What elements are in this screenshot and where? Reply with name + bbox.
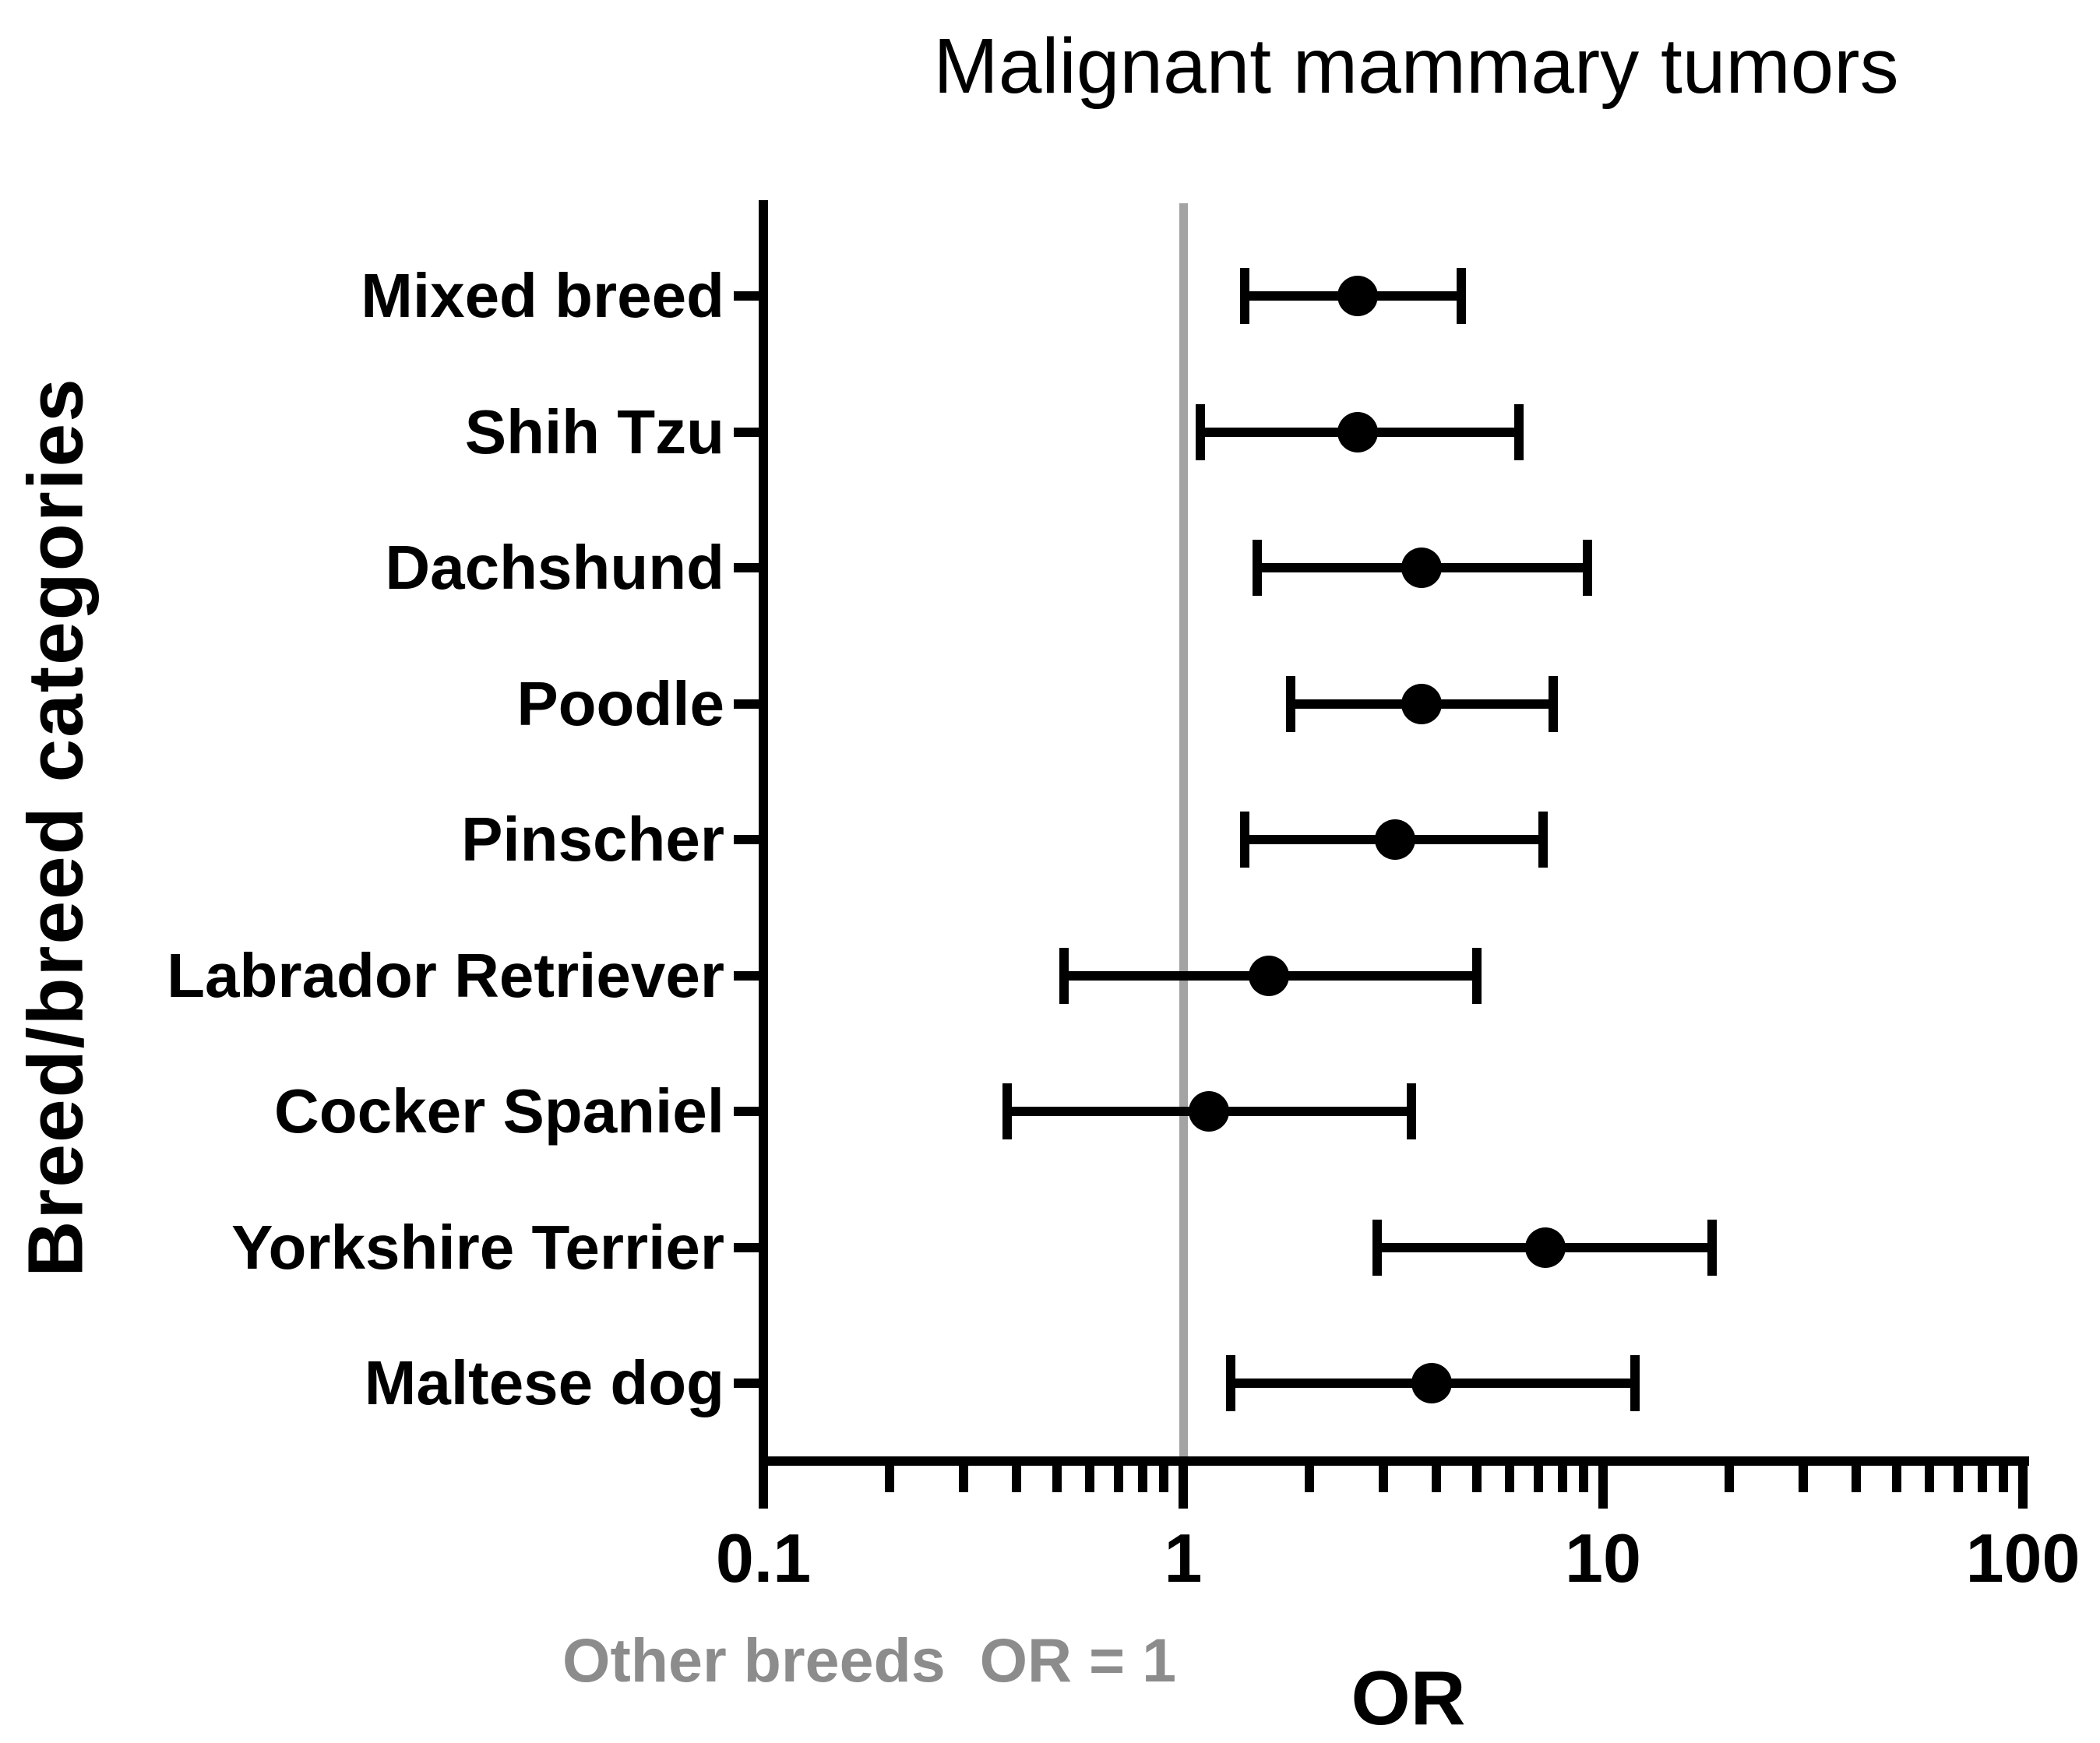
x-minor-tick: [1557, 1466, 1567, 1492]
ci-cap-high: [1630, 1355, 1640, 1411]
ci-cap-high: [1583, 540, 1593, 596]
category-label: Labrador Retriever: [167, 940, 724, 1010]
reference-note: Other breeds OR = 1: [562, 1625, 1177, 1695]
x-minor-tick: [959, 1466, 969, 1492]
ci-cap-high: [1457, 268, 1467, 324]
x-minor-tick: [1011, 1466, 1021, 1492]
x-minor-tick: [1579, 1466, 1589, 1492]
category-label: Maltese dog: [364, 1348, 724, 1417]
x-minor-tick: [885, 1466, 895, 1492]
data-point-marker: [1337, 411, 1378, 452]
data-point-marker: [1401, 548, 1443, 588]
x-minor-tick: [1113, 1466, 1123, 1492]
category-label: Shih Tzu: [464, 396, 724, 467]
y-axis-row-tick: [734, 291, 764, 301]
y-axis-row-tick: [734, 427, 764, 437]
ci-cap-high: [1513, 403, 1524, 460]
category-label: Pinscher: [461, 805, 724, 874]
data-point-marker: [1375, 819, 1416, 860]
x-minor-tick: [1891, 1466, 1901, 1492]
ci-cap-low: [1239, 812, 1249, 868]
x-minor-tick: [1533, 1466, 1543, 1492]
category-label: Mixed breed: [361, 261, 724, 330]
x-minor-tick: [1505, 1466, 1515, 1492]
x-minor-tick: [1305, 1466, 1315, 1492]
category-label: Dachshund: [385, 533, 724, 602]
data-point-marker: [1525, 1227, 1566, 1268]
x-minor-tick: [1725, 1466, 1735, 1492]
chart-title: Malignant mammary tumors: [933, 23, 1899, 110]
x-minor-tick: [1085, 1466, 1095, 1492]
ci-cap-low: [1196, 403, 1206, 460]
ci-cap-low: [1239, 268, 1249, 324]
ci-cap-high: [1707, 1219, 1718, 1276]
data-point-marker: [1249, 955, 1290, 996]
x-major-tick: [2018, 1466, 2028, 1509]
x-minor-tick: [1799, 1466, 1809, 1492]
data-point-marker: [1337, 276, 1378, 316]
x-tick-label: 0.1: [715, 1519, 812, 1597]
x-minor-tick: [1159, 1466, 1169, 1492]
ci-cap-high: [1548, 675, 1558, 732]
x-minor-tick: [1431, 1466, 1441, 1492]
y-axis-row-tick: [734, 1107, 764, 1116]
y-axis-line: [759, 200, 768, 1466]
x-minor-tick: [1851, 1466, 1861, 1492]
x-minor-tick: [1953, 1466, 1963, 1492]
x-minor-tick: [1137, 1466, 1147, 1492]
y-axis-row-tick: [734, 563, 764, 572]
x-axis-line: [759, 1456, 2029, 1466]
x-major-tick: [1179, 1466, 1188, 1509]
x-axis-title: OR: [1351, 1655, 1466, 1741]
x-minor-tick: [1925, 1466, 1935, 1492]
x-minor-tick: [1471, 1466, 1482, 1492]
data-point-marker: [1188, 1091, 1229, 1132]
category-label: Poodle: [516, 668, 724, 738]
ci-cap-low: [1002, 1083, 1012, 1139]
ci-cap-high: [1538, 812, 1549, 868]
ci-cap-low: [1285, 675, 1295, 732]
ci-cap-low: [1059, 947, 1069, 1004]
x-minor-tick: [1999, 1466, 2009, 1492]
x-minor-tick: [1052, 1466, 1062, 1492]
category-label: Yorkshire Terrier: [231, 1212, 724, 1282]
y-axis-row-tick: [734, 1379, 764, 1388]
x-major-tick: [1598, 1466, 1608, 1509]
x-major-tick: [759, 1466, 768, 1509]
ci-cap-high: [1407, 1083, 1417, 1139]
y-axis-row-tick: [734, 835, 764, 844]
x-tick-label: 1: [1164, 1519, 1203, 1597]
x-minor-tick: [1977, 1466, 1987, 1492]
y-axis-row-tick: [734, 699, 764, 709]
x-tick-label: 10: [1565, 1519, 1641, 1597]
ci-cap-low: [1372, 1219, 1383, 1276]
data-point-marker: [1411, 1363, 1452, 1403]
ci-cap-high: [1471, 947, 1482, 1004]
y-axis-row-tick: [734, 1242, 764, 1252]
ci-cap-low: [1226, 1355, 1236, 1411]
category-label: Cocker Spaniel: [273, 1076, 724, 1146]
x-minor-tick: [1379, 1466, 1389, 1492]
data-point-marker: [1401, 683, 1443, 724]
ci-cap-low: [1252, 540, 1262, 596]
reference-line: [1179, 203, 1188, 1456]
x-tick-label: 100: [1965, 1519, 2081, 1597]
y-axis-row-tick: [734, 970, 764, 981]
